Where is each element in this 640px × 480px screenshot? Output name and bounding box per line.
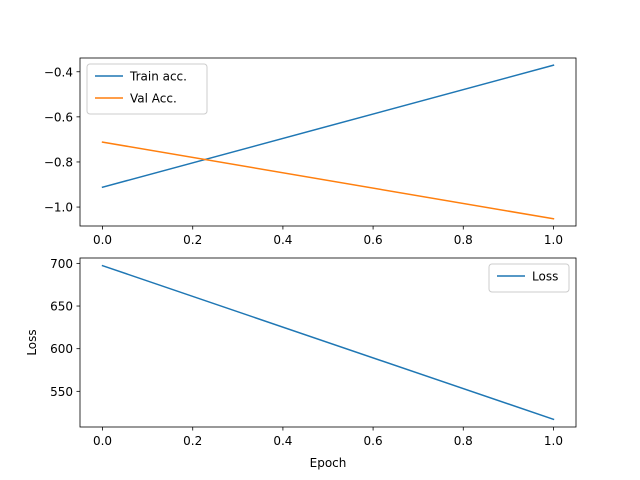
- y-tick-label-1-3: −0.6: [44, 110, 73, 124]
- x-tick-label-1-4: 0.6: [364, 233, 383, 247]
- x-tick-label-1-1: 0.0: [93, 233, 112, 247]
- chart-panel-1: 0.0 0.2 0.4 0.6 0.8 1.0 −1.0 −0.8 −0.6 −0.4 Train …: [44, 57, 577, 247]
- x-tick-label-2-5: 0.8: [454, 434, 473, 448]
- series-line-1-2: [101, 141, 555, 220]
- series-line-2-1: [101, 264, 555, 421]
- x-tick-label-2-2: 0.2: [183, 434, 202, 448]
- legend-1: Train acc. Val Acc.: [86, 63, 208, 115]
- x-tick-label-1-5: 0.8: [454, 233, 473, 247]
- y-tick-label-2-4: 700: [50, 257, 73, 271]
- legend-box-2: [488, 263, 570, 293]
- x-tick-label-2-4: 0.6: [364, 434, 383, 448]
- x-tick-label-2-3: 0.4: [273, 434, 292, 448]
- legend-2: Loss: [488, 263, 570, 293]
- legend-label-1-1: Train acc.: [129, 70, 187, 84]
- x-tick-label-1-6: 1.0: [544, 233, 563, 247]
- series-line-1-1: [101, 64, 555, 189]
- legend-label-1-2: Val Acc.: [130, 92, 177, 106]
- y-tick-label-2-2: 600: [50, 342, 73, 356]
- y-axis-label-2: Loss: [25, 329, 39, 355]
- x-tick-label-2-6: 1.0: [544, 434, 563, 448]
- x-tick-label-1-3: 0.4: [273, 233, 292, 247]
- y-tick-label-1-4: −0.4: [44, 65, 73, 79]
- x-tick-label-2-1: 0.0: [93, 434, 112, 448]
- axes-frame-1: [79, 57, 577, 227]
- legend-label-2-1: Loss: [532, 270, 558, 284]
- x-axis-label-2: Epoch: [310, 456, 347, 470]
- y-tick-label-1-1: −1.0: [44, 201, 73, 215]
- x-tick-label-1-2: 0.2: [183, 233, 202, 247]
- y-tick-label-2-1: 550: [50, 385, 73, 399]
- y-tick-label-1-2: −0.8: [44, 155, 73, 169]
- y-tick-label-2-3: 650: [50, 300, 73, 314]
- chart-panel-2: 0.0 0.2 0.4 0.6 0.8 1.0 550 600 650 700 Epoch Loss L…: [25, 257, 577, 470]
- axes-frame-2: [79, 257, 577, 428]
